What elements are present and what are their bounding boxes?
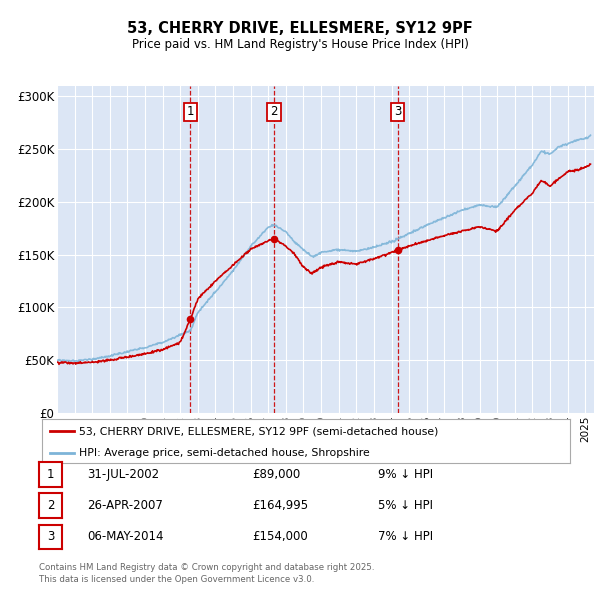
Text: 2: 2 — [270, 106, 278, 119]
Text: 3: 3 — [47, 530, 54, 543]
Text: Contains HM Land Registry data © Crown copyright and database right 2025.
This d: Contains HM Land Registry data © Crown c… — [39, 563, 374, 584]
Text: HPI: Average price, semi-detached house, Shropshire: HPI: Average price, semi-detached house,… — [79, 448, 370, 458]
Text: 26-APR-2007: 26-APR-2007 — [87, 499, 163, 512]
Text: 2: 2 — [47, 499, 54, 512]
Text: 1: 1 — [47, 468, 54, 481]
Text: £154,000: £154,000 — [252, 530, 308, 543]
Text: 31-JUL-2002: 31-JUL-2002 — [87, 468, 159, 481]
Text: 9% ↓ HPI: 9% ↓ HPI — [378, 468, 433, 481]
Text: 5% ↓ HPI: 5% ↓ HPI — [378, 499, 433, 512]
Text: 06-MAY-2014: 06-MAY-2014 — [87, 530, 163, 543]
Text: 53, CHERRY DRIVE, ELLESMERE, SY12 9PF (semi-detached house): 53, CHERRY DRIVE, ELLESMERE, SY12 9PF (s… — [79, 427, 439, 436]
Text: Price paid vs. HM Land Registry's House Price Index (HPI): Price paid vs. HM Land Registry's House … — [131, 38, 469, 51]
Text: 1: 1 — [187, 106, 194, 119]
Text: £164,995: £164,995 — [252, 499, 308, 512]
Text: £89,000: £89,000 — [252, 468, 300, 481]
Text: 7% ↓ HPI: 7% ↓ HPI — [378, 530, 433, 543]
Text: 3: 3 — [394, 106, 401, 119]
Text: 53, CHERRY DRIVE, ELLESMERE, SY12 9PF: 53, CHERRY DRIVE, ELLESMERE, SY12 9PF — [127, 21, 473, 35]
